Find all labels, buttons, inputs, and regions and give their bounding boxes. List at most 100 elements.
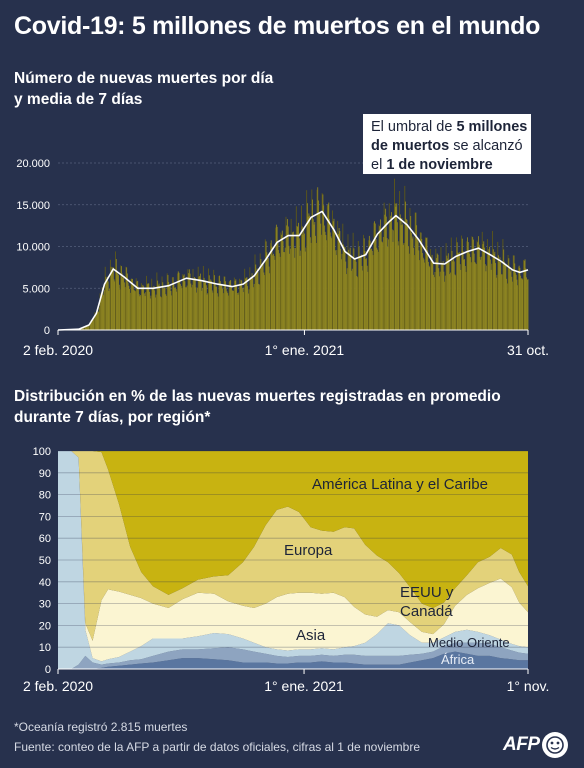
daily-bar — [520, 278, 522, 330]
daily-bar — [151, 278, 153, 330]
daily-bar — [81, 327, 83, 330]
daily-bar — [376, 247, 378, 330]
daily-bar — [226, 291, 228, 330]
daily-bar — [114, 281, 116, 330]
label-latin-america: América Latina y el Caribe — [312, 476, 488, 493]
daily-bar — [362, 270, 364, 330]
daily-bar — [153, 285, 155, 330]
daily-bar — [191, 284, 193, 330]
y-tick-label: 30 — [39, 599, 51, 611]
daily-bar — [489, 259, 491, 330]
daily-bar — [487, 252, 489, 330]
daily-bar — [498, 255, 499, 330]
daily-bar — [132, 278, 133, 330]
daily-bar — [249, 267, 251, 330]
daily-bar — [143, 293, 145, 330]
daily-bar — [229, 280, 231, 330]
daily-bar — [497, 241, 499, 330]
daily-bar — [147, 283, 149, 330]
daily-bar — [144, 296, 146, 330]
daily-bar — [268, 266, 270, 330]
chart1-title-line2: y media de 7 días — [14, 91, 143, 108]
daily-bar — [520, 275, 522, 330]
y-tick-label: 15.000 — [16, 200, 50, 212]
daily-bar — [242, 288, 243, 330]
daily-bar — [369, 240, 371, 330]
area-latin-america — [58, 451, 528, 608]
daily-bar — [286, 225, 288, 330]
y-tick-label: 90 — [39, 468, 51, 480]
daily-bar — [500, 260, 502, 330]
daily-bar — [177, 273, 178, 330]
daily-bar — [287, 226, 289, 330]
daily-bar — [375, 238, 377, 330]
daily-bar — [180, 284, 181, 330]
daily-bar — [187, 269, 189, 330]
daily-bar — [339, 231, 341, 330]
daily-bar — [296, 225, 298, 330]
daily-bar — [413, 255, 415, 330]
daily-bar — [331, 238, 333, 330]
daily-bar — [469, 257, 471, 330]
daily-bar — [104, 266, 106, 330]
daily-bar — [515, 274, 517, 330]
y-tick-label: 10.000 — [16, 242, 50, 254]
daily-bar — [522, 279, 524, 330]
daily-bar — [275, 224, 277, 330]
daily-bar — [273, 255, 275, 330]
daily-bar — [256, 268, 258, 330]
daily-bar — [176, 291, 178, 330]
daily-bar — [334, 250, 336, 330]
area-africa — [58, 651, 528, 669]
daily-bar — [521, 278, 523, 330]
daily-bar — [279, 256, 281, 330]
daily-bar — [158, 283, 160, 330]
daily-bar — [518, 265, 520, 330]
daily-bar — [343, 244, 344, 330]
daily-bar — [106, 276, 108, 330]
daily-bar — [503, 261, 505, 330]
daily-bar — [219, 281, 221, 330]
y-tick-label: 0 — [44, 325, 50, 337]
daily-bar — [371, 248, 373, 330]
daily-bar — [457, 252, 459, 330]
daily-bar — [298, 222, 299, 330]
daily-bar — [97, 311, 99, 330]
daily-bar — [243, 287, 245, 330]
daily-bar — [388, 239, 389, 330]
daily-bar — [313, 224, 315, 330]
daily-bar — [130, 279, 132, 330]
daily-bar — [493, 253, 495, 330]
daily-bar — [440, 247, 442, 330]
daily-bar — [311, 189, 313, 330]
daily-bar — [118, 275, 119, 330]
daily-bar — [318, 200, 319, 330]
daily-bar — [188, 269, 190, 330]
daily-bar — [506, 283, 508, 330]
daily-bar — [394, 203, 396, 330]
daily-bar — [237, 294, 239, 330]
daily-bar — [430, 257, 432, 330]
daily-bar — [289, 248, 291, 330]
daily-bar — [354, 257, 356, 330]
daily-bar — [146, 284, 148, 330]
daily-bar — [419, 260, 420, 330]
daily-bar — [326, 240, 328, 330]
daily-bar — [461, 238, 463, 330]
daily-bar — [168, 281, 170, 330]
daily-bar — [305, 247, 307, 330]
daily-bar — [436, 258, 437, 330]
daily-bar — [157, 285, 159, 330]
daily-bar — [177, 271, 179, 330]
daily-bar — [262, 263, 264, 330]
daily-bar — [485, 271, 487, 330]
daily-bar — [348, 252, 350, 330]
daily-bar — [500, 274, 502, 330]
daily-bar — [247, 286, 249, 330]
daily-bar — [415, 212, 417, 330]
daily-bar — [100, 296, 102, 330]
y-tick-label: 5.000 — [22, 283, 50, 295]
daily-bar — [480, 259, 482, 330]
daily-bar — [241, 280, 243, 330]
daily-bar — [278, 253, 280, 330]
